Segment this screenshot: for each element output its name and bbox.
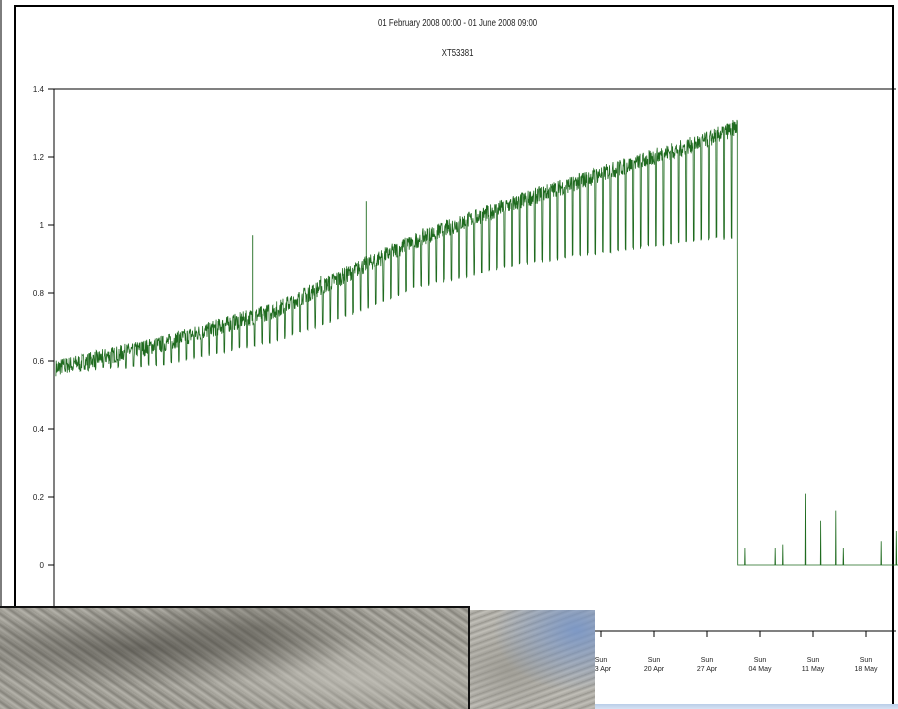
x-tick-label-date: 20 Apr: [644, 666, 665, 673]
chart-date-range: 01 February 2008 00:00 - 01 June 2008 09…: [377, 18, 538, 29]
x-tick-label-date: 18 May: [855, 666, 878, 673]
y-tick-label: 0: [40, 561, 45, 570]
series-line: [55, 119, 898, 566]
x-tick-label-date: 13 Apr: [591, 666, 612, 673]
y-tick-label: 1.4: [33, 85, 45, 94]
chart-title: XT53381: [441, 48, 474, 59]
series-xt53381: [55, 119, 898, 566]
y-tick-label: 0.2: [33, 493, 45, 502]
photo-thumbnail[interactable]: [0, 606, 470, 709]
x-tick-label-weekday: Sun: [701, 657, 714, 664]
x-tick-label-weekday: Sun: [648, 657, 661, 664]
y-tick-label: 0.8: [33, 289, 45, 298]
x-axis: Sun 13 Apr Sun 20 Apr Sun 27 Apr Sun 04 May Sun 1…: [591, 630, 896, 673]
y-tick-label: 0.4: [33, 425, 45, 434]
y-tick-label: 1.2: [33, 153, 45, 162]
y-axis: 1.4 1.2 1 0.8 0.6 0.4 0.2 0: [33, 85, 896, 625]
x-tick-label-date: 04 May: [749, 666, 772, 673]
x-tick-label-date: 27 Apr: [697, 666, 718, 673]
y-tick-label: 0.6: [33, 357, 45, 366]
y-tick-label: 1: [40, 221, 45, 230]
x-tick-label-weekday: Sun: [807, 657, 820, 664]
x-tick-label-weekday: Sun: [860, 657, 873, 664]
x-tick-label-weekday: Sun: [754, 657, 767, 664]
taskbar-strip: [595, 704, 898, 709]
x-tick-label-date: 11 May: [802, 666, 825, 673]
photo-thumbnail-secondary[interactable]: [470, 610, 595, 709]
x-tick-label-weekday: Sun: [595, 657, 608, 664]
chart-frame: [14, 5, 894, 709]
